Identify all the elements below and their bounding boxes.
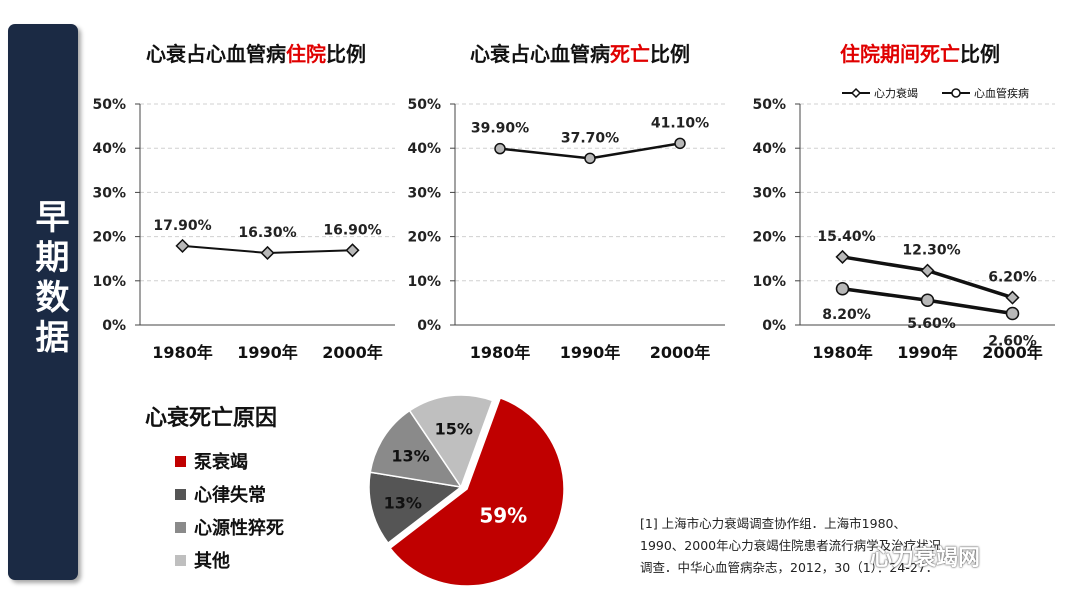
watermark: 心力衰竭网 [870,546,981,571]
pie-slice [369,409,463,489]
data-point-marker [1005,290,1020,305]
data-point-marker [1005,306,1020,321]
data-label: 16.90% [323,222,381,238]
pie-slice-label: 13% [391,447,429,466]
y-tick-label: 40% [92,141,126,157]
pie-legend-item: 心律失常 [175,481,266,507]
reference-line: 调查．中华心血管病杂志，2012，30（1）：24-27． [640,560,939,575]
chart-title-hospitalization: 心衰占心血管病住院比例 [146,38,366,67]
chart-hospitalization-ratio: 0% 10% 20% 30% 40% 50% 1980年 1990年 2000年 17.90% 16… [92,97,395,362]
pie-slice [389,396,565,587]
pie-legend-item: 泵衰竭 [175,448,248,474]
pie-slice-label: 13% [384,494,422,513]
data-label: 5.60% [907,316,956,332]
data-label: 41.10% [651,115,709,131]
data-point-marker [260,245,275,261]
chart-title-part: 心衰占心血管病 [470,42,610,66]
data-point-marker [835,249,850,264]
data-point-marker [494,142,506,155]
y-tick-label: 20% [407,230,441,246]
y-tick-label: 50% [92,97,126,113]
y-tick-label: 10% [752,274,786,290]
y-tick-label: 10% [92,274,126,290]
pie-slice-label: 15% [435,419,473,438]
y-tick-label: 0% [102,318,126,334]
legend-label: 其他 [194,551,230,572]
legend-marker [850,87,862,99]
legend-label: 心力衰竭 [874,86,918,100]
chart-title-part: 心衰占心血管病 [146,42,286,66]
x-tick-label: 2000年 [650,343,711,362]
data-label: 17.90% [153,218,211,234]
x-tick-label: 2000年 [322,343,383,362]
reference-line: [1] 上海市心力衰竭调查协作组．上海市1980、 [640,516,906,531]
chart-title-mortality: 心衰占心血管病死亡比例 [470,38,690,67]
chart-mortality-ratio: 0% 10% 20% 30% 40% 50% 1980年 1990年 2000年 39.90% 37… [407,97,725,362]
chart-in-hospital-death-ratio: 0% 10% 20% 30% 40% 50% 1980年 1990年 2000年 15.40% 12… [752,86,1055,362]
x-tick-label: 1980年 [152,343,213,362]
chart-title-part: 住院期间死亡 [840,42,960,66]
legend-label: 心律失常 [194,485,266,506]
legend-swatch [175,554,186,566]
y-tick-label: 30% [407,185,441,201]
data-label: 15.40% [817,229,875,245]
y-tick-label: 0% [762,318,786,334]
legend-swatch [175,455,186,467]
sidebar-panel: 早期数据 [8,24,78,580]
x-tick-label: 1980年 [470,343,531,362]
chart-title-part: 比例 [326,42,366,66]
data-point-marker [175,238,190,253]
chart-title-part: 比例 [650,42,690,66]
y-tick-label: 30% [92,185,126,201]
y-tick-label: 50% [752,97,786,113]
y-tick-label: 20% [752,230,786,246]
pie-slice [408,394,494,489]
x-tick-label: 2000年 [982,343,1043,362]
legend-swatch [175,521,186,533]
legend-label: 心血管疾病 [974,86,1029,100]
y-tick-label: 20% [92,230,126,246]
x-tick-label: 1990年 [237,343,298,362]
y-tick-label: 40% [752,141,786,157]
pie-legend-item: 心源性猝死 [175,514,284,540]
y-tick-label: 0% [417,318,441,334]
data-point-marker [674,137,686,150]
data-label: 12.30% [902,243,960,259]
pie-legend-item: 其他 [175,547,230,573]
reference-citation: [1] 上海市心力衰竭调查协作组．上海市1980、 1990、2000年心力衰竭… [640,513,1000,579]
data-label: 39.90% [471,121,529,137]
legend-label: 心源性猝死 [194,518,284,539]
x-tick-label: 1990年 [897,343,958,362]
chart-title-part: 比例 [960,42,1000,66]
data-label: 37.70% [561,130,619,146]
data-label: 6.20% [988,270,1037,286]
data-point-marker [584,152,596,165]
x-tick-label: 1990年 [560,343,621,362]
x-tick-label: 1980年 [812,343,873,362]
legend-label: 泵衰竭 [194,452,248,473]
legend-swatch [175,488,186,500]
y-tick-label: 50% [407,97,441,113]
chart-title-part: 住院 [286,42,326,66]
pie-slice [368,471,463,545]
y-tick-label: 10% [407,274,441,290]
legend-marker [951,88,961,98]
data-point-marker [920,263,935,278]
data-point-marker [920,293,935,307]
reference-line: 1990、2000年心力衰竭住院患者流行病学及治疗状况 [640,538,942,553]
pie-slice-label: 59% [479,504,527,528]
data-point-marker [835,282,850,296]
data-label: 8.20% [822,307,871,323]
chart-title-in-hospital-death: 住院期间死亡比例 [840,38,1000,67]
data-label: 2.60% [988,334,1037,350]
data-point-marker [345,243,360,258]
pie-chart-title: 心衰死亡原因 [145,406,278,431]
data-label: 16.30% [238,225,296,241]
y-tick-label: 40% [407,141,441,157]
y-tick-label: 30% [752,185,786,201]
pie-chart-death-causes: 59% 13% 13% 15% [368,394,565,587]
sidebar-title: 早期数据 [29,199,69,359]
chart-title-part: 死亡 [610,42,650,66]
